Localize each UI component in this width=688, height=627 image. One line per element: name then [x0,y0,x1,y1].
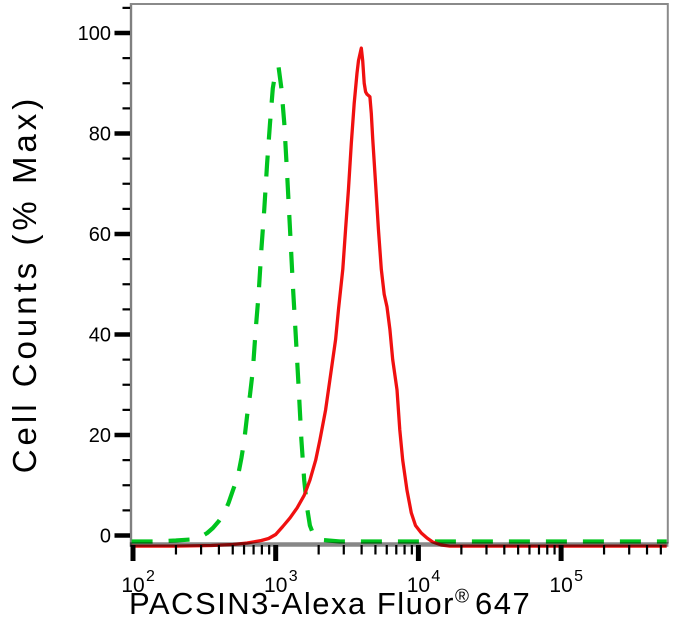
x-axis-title-suffix: 647 [474,586,532,621]
x-tick-label-base: 10 [549,574,572,597]
x-tick-label-exponent: 4 [431,568,440,585]
control-unstained-curve [131,65,667,544]
x-axis-title: PACSIN3-Alexa Fluor® 647 [129,586,531,622]
x-tick-label-exponent: 2 [146,568,155,585]
x-tick-label-exponent: 3 [289,568,298,585]
y-tick-label: 40 [89,325,111,347]
y-tick-label: 80 [89,124,111,146]
y-tick-label: 60 [89,224,111,246]
y-axis-title: Cell Counts (% Max) [6,94,43,474]
x-tick-label-exponent: 5 [574,568,583,585]
y-tick-label: 100 [78,23,111,45]
y-tick-label: 20 [89,425,111,447]
x-axis-title-main: PACSIN3-Alexa Fluor [129,586,455,621]
x-tick-label-base: 10 [264,574,287,597]
pacsin3-stained-curve [131,46,667,548]
x-tick-label-base: 10 [121,574,144,597]
x-tick-label-base: 10 [407,574,430,597]
registered-trademark-symbol: ® [454,586,469,608]
y-tick-label: 0 [100,526,111,548]
